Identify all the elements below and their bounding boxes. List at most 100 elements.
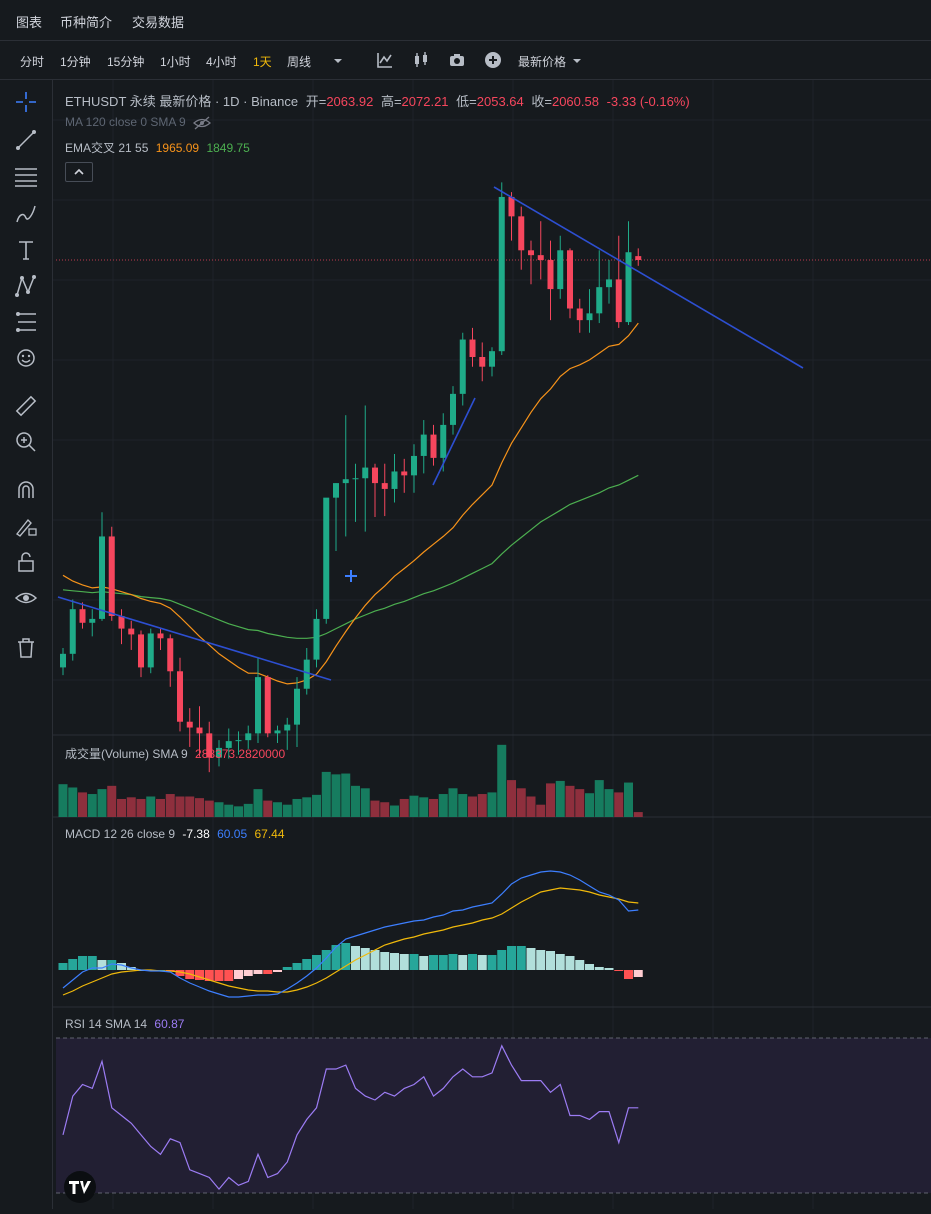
candle-body — [323, 497, 330, 619]
price-type-select[interactable]: 最新价格 — [518, 55, 567, 69]
brush-icon[interactable] — [14, 202, 38, 226]
candle-type-icon[interactable] — [412, 51, 430, 69]
volume-bar — [292, 798, 302, 817]
candle — [79, 602, 86, 629]
camera-icon[interactable] — [448, 51, 466, 69]
chart-area[interactable]: ETHUSDT 永续 最新价格 · 1D · Binance 开=2063.92… — [53, 80, 931, 1209]
candle-body — [274, 730, 281, 734]
interval-week[interactable]: 周线 — [287, 55, 312, 69]
chart-canvas[interactable] — [53, 80, 931, 1209]
top-tab-bar: 图表 币种简介 交易数据 — [0, 0, 931, 41]
volume-bar — [585, 793, 594, 817]
volume-bar — [624, 782, 633, 817]
tab-chart[interactable]: 图表 — [16, 15, 43, 30]
trendline-lower — [57, 596, 332, 681]
trend-line-icon[interactable] — [14, 128, 38, 152]
interval-15m[interactable]: 15分钟 — [107, 55, 145, 69]
magnet-icon[interactable] — [14, 478, 38, 502]
rsi-band — [56, 1038, 931, 1193]
candle — [469, 327, 476, 367]
candle-body — [537, 255, 544, 260]
candle-body — [498, 196, 505, 352]
candle — [381, 463, 388, 517]
macd-hist-bar — [555, 954, 565, 970]
symbol-title: ETHUSDT 永续 最新价格 · 1D · Binance — [65, 94, 299, 109]
volume-bar — [58, 784, 68, 817]
tradingview-logo-icon[interactable] — [64, 1171, 96, 1203]
volume-bar — [331, 774, 341, 817]
candle — [313, 609, 320, 668]
candle — [196, 706, 203, 757]
candle — [567, 248, 573, 319]
macd-hist-bar — [351, 946, 360, 970]
ma-legend: MA 120 close 0 SMA 9 — [65, 115, 212, 130]
candle-body — [99, 536, 105, 619]
change-value: -3.33 (-0.16%) — [606, 94, 690, 109]
volume-bar — [224, 804, 234, 817]
candle — [216, 740, 222, 767]
macd-legend: MACD 12 26 close 9 -7.38 60.05 67.44 — [65, 827, 289, 841]
candle — [625, 221, 632, 325]
interval-1h[interactable]: 1小时 — [160, 55, 191, 69]
horizontal-lines-icon[interactable] — [14, 165, 38, 189]
candle — [342, 415, 349, 537]
macd-hist-bar — [253, 970, 263, 974]
unlock-icon[interactable] — [14, 550, 38, 574]
close-value: 2060.58 — [551, 94, 599, 109]
indicator-icon[interactable] — [376, 51, 394, 69]
add-icon[interactable] — [484, 51, 502, 69]
crosshair-icon[interactable] — [14, 90, 38, 114]
chevron-down-icon[interactable] — [329, 51, 347, 69]
volume-bar — [370, 800, 380, 817]
open-label: 开= — [305, 94, 327, 109]
open-value: 2063.92 — [326, 94, 374, 109]
ruler-icon[interactable] — [14, 394, 38, 418]
candle — [508, 192, 515, 241]
tab-trading-data[interactable]: 交易数据 — [132, 15, 185, 30]
candle — [498, 182, 505, 356]
eye-off-icon[interactable] — [193, 116, 212, 130]
candle-body — [264, 677, 271, 734]
candle-body — [79, 609, 86, 623]
rsi-line — [62, 1044, 639, 1191]
volume-bar — [87, 794, 97, 817]
macd-hist-bar — [195, 970, 204, 980]
eye-icon[interactable] — [14, 586, 38, 610]
interval-time[interactable]: 分时 — [20, 55, 45, 69]
macd-hist-bar — [546, 951, 555, 970]
tab-coin-info[interactable]: 币种简介 — [60, 15, 113, 30]
macd-hist-bar — [448, 954, 458, 970]
zoom-in-icon[interactable] — [14, 430, 38, 454]
macd-hist-bar — [614, 970, 624, 971]
candle — [547, 240, 554, 321]
macd-hist-bar — [87, 956, 97, 970]
candle — [245, 725, 252, 749]
interval-1d[interactable]: 1天 — [253, 55, 272, 69]
macd-hist-bar — [273, 970, 282, 972]
fib-icon[interactable] — [14, 310, 38, 334]
candle — [411, 444, 417, 493]
volume-bar — [302, 797, 312, 817]
candle-body — [586, 313, 593, 321]
trash-icon[interactable] — [14, 636, 38, 660]
collapse-legend-button[interactable] — [65, 162, 93, 182]
candle — [128, 620, 135, 650]
candle — [586, 289, 593, 333]
interval-4h[interactable]: 4小时 — [206, 55, 237, 69]
lock-edit-icon[interactable] — [14, 514, 38, 538]
candle-body — [303, 659, 310, 689]
candle — [147, 628, 154, 674]
candle-body — [420, 434, 427, 456]
macd-hist-bar — [507, 946, 516, 970]
volume-bar — [448, 788, 458, 817]
pattern-icon[interactable] — [14, 274, 38, 298]
emoji-icon[interactable] — [14, 346, 38, 370]
candle — [60, 648, 66, 676]
macd-hist-bar — [516, 946, 526, 970]
volume-bar — [536, 804, 546, 817]
candle-body — [167, 638, 174, 672]
volume-bar — [341, 773, 351, 817]
chevron-down-icon[interactable] — [568, 51, 586, 69]
interval-1m[interactable]: 1分钟 — [60, 55, 91, 69]
text-icon[interactable] — [14, 238, 38, 262]
